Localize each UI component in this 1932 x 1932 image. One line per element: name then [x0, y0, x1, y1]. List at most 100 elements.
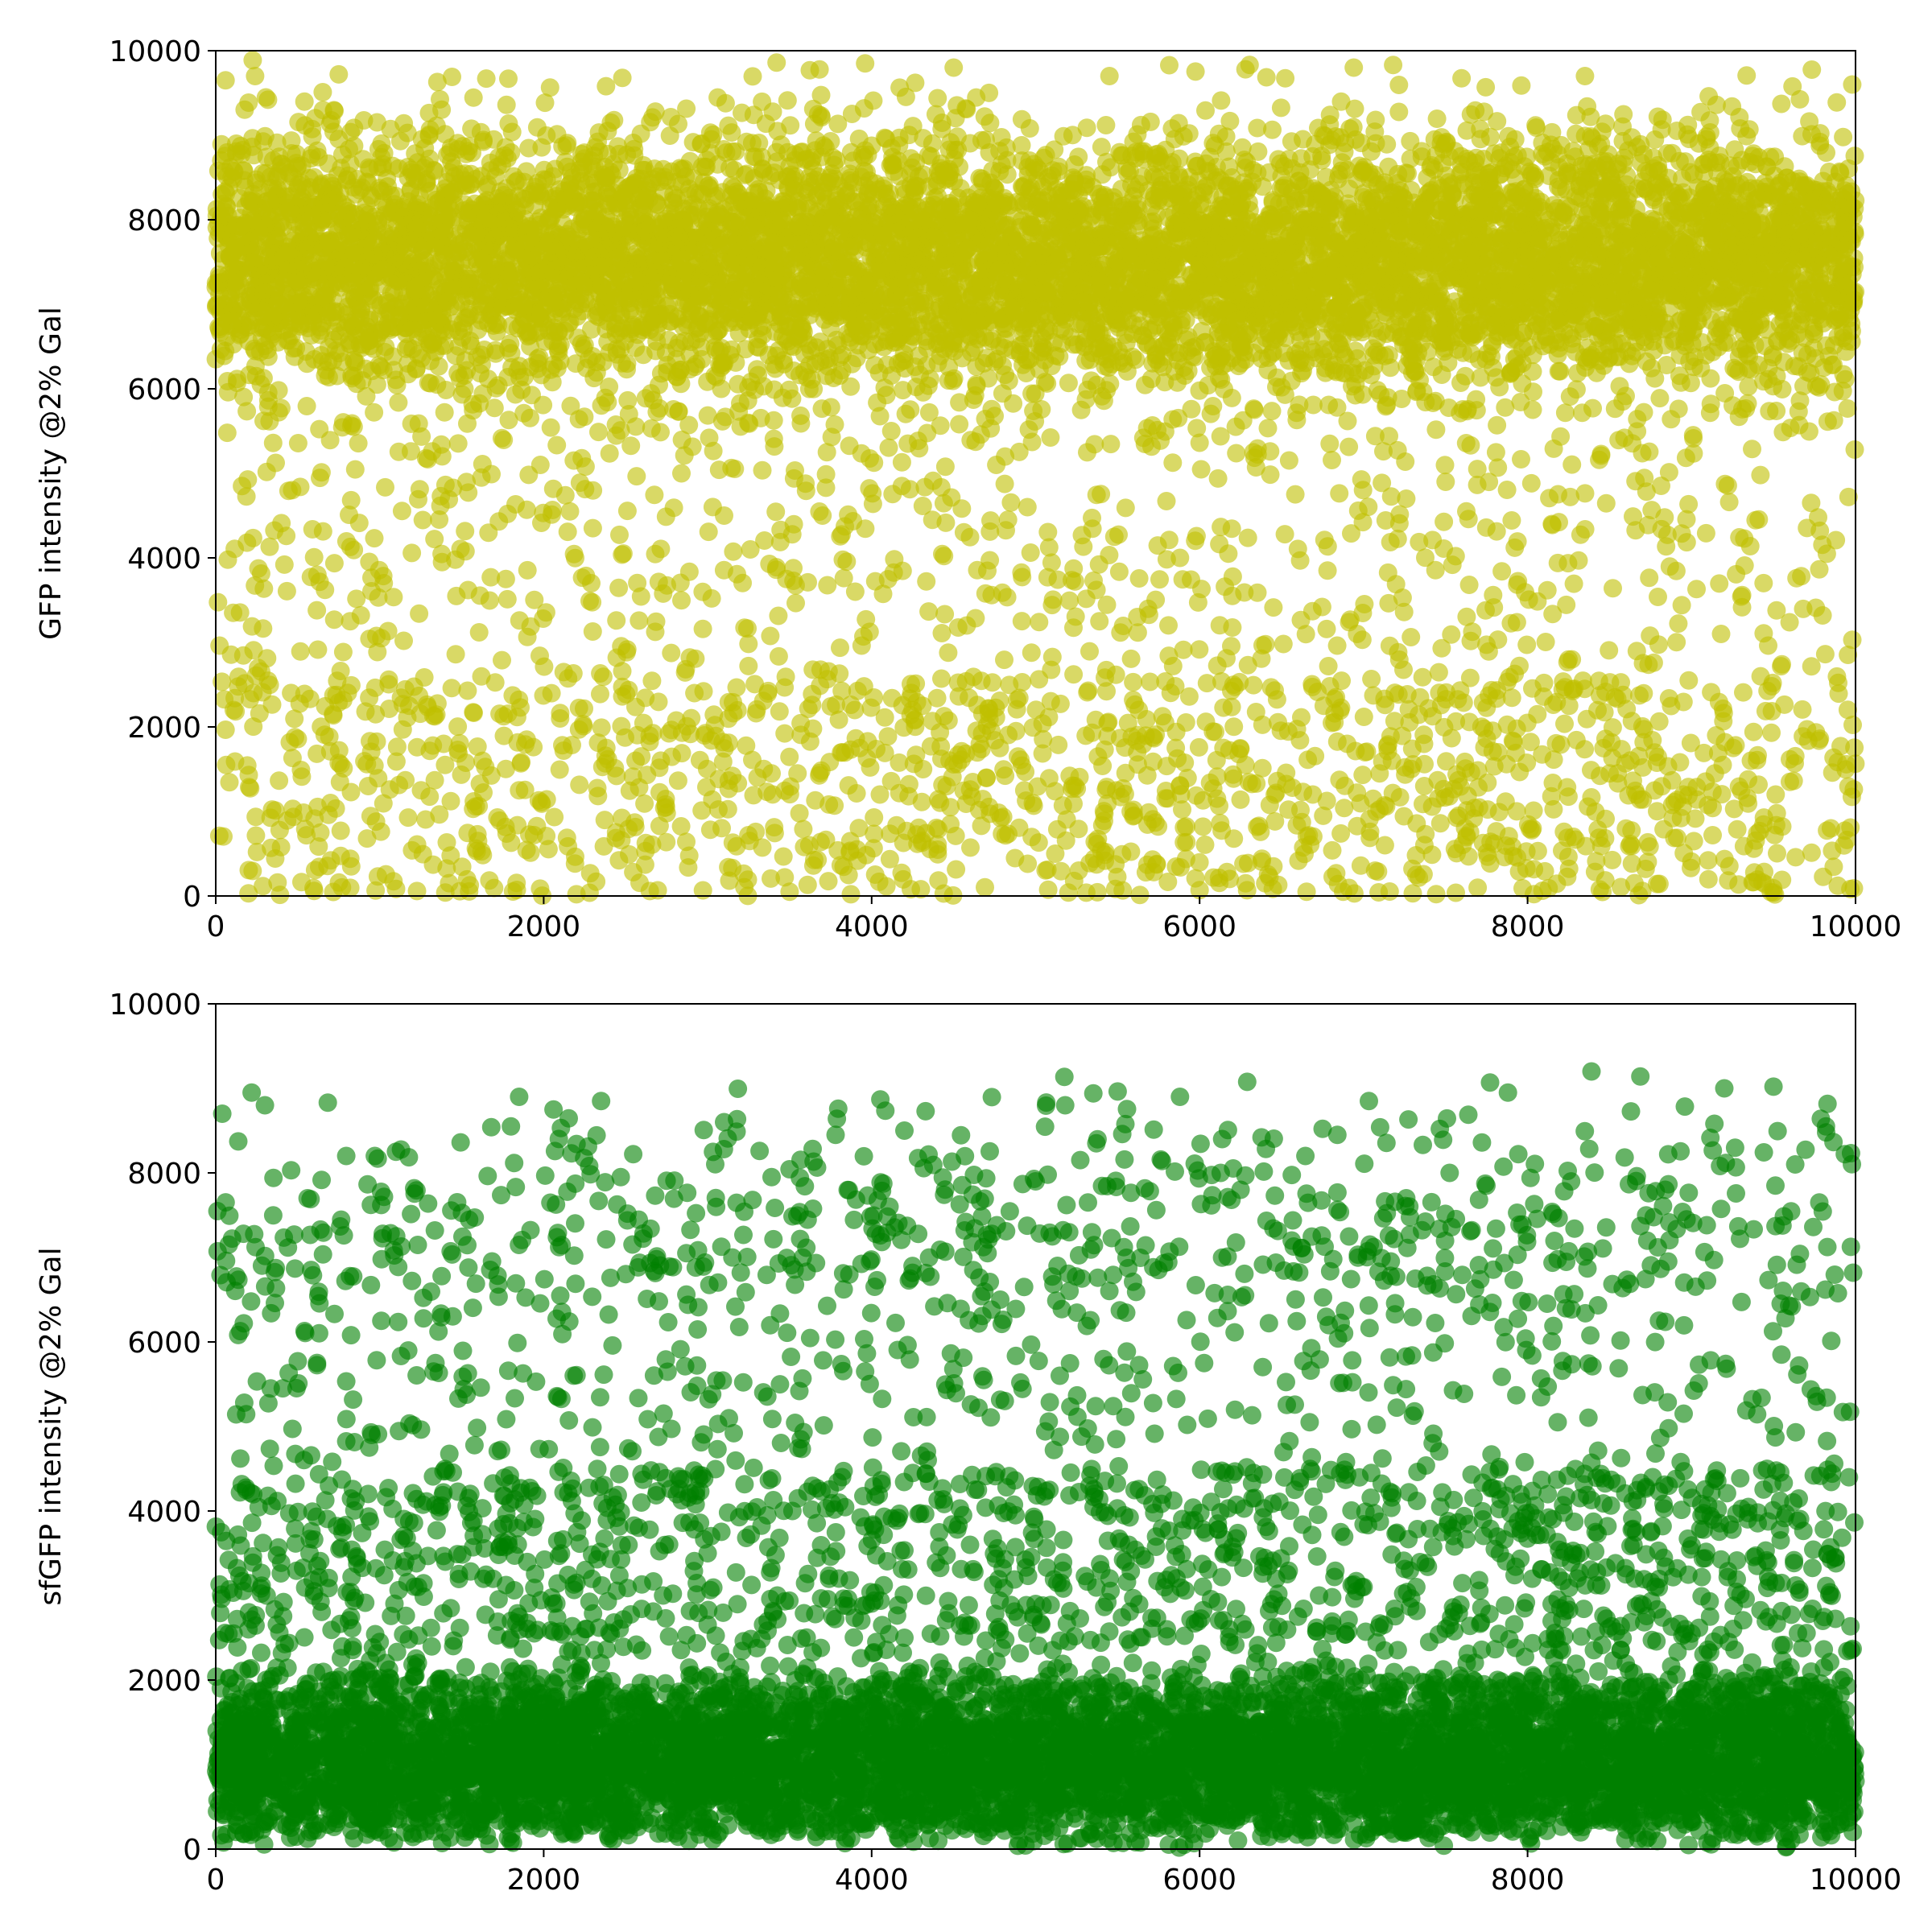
- data-point: [1593, 882, 1612, 902]
- data-point: [1222, 388, 1241, 407]
- data-point: [1505, 538, 1525, 557]
- data-point: [743, 67, 762, 86]
- data-point: [1699, 851, 1718, 870]
- data-point: [1116, 498, 1135, 518]
- data-point: [1823, 841, 1842, 861]
- data-point: [1222, 519, 1241, 539]
- data-point: [394, 631, 413, 650]
- data-point: [1564, 574, 1583, 593]
- data-point: [1443, 555, 1462, 575]
- data-point: [712, 411, 732, 431]
- data-point: [365, 529, 384, 548]
- data-point: [1007, 700, 1026, 719]
- data-point: [341, 782, 361, 802]
- data-point: [1097, 595, 1117, 614]
- data-point: [1600, 641, 1619, 660]
- data-point: [291, 642, 310, 661]
- data-point: [917, 572, 936, 591]
- data-point: [1381, 487, 1401, 506]
- data-point: [1262, 402, 1282, 421]
- data-point: [939, 711, 958, 730]
- data-point: [1679, 494, 1699, 514]
- data-point: [1734, 683, 1752, 702]
- data-point: [761, 626, 780, 646]
- data-point: [976, 877, 994, 897]
- data-point: [724, 542, 743, 561]
- data-point: [347, 589, 366, 609]
- data-point: [1159, 616, 1178, 635]
- data-point: [1447, 883, 1465, 902]
- data-point: [331, 821, 350, 840]
- data-point: [739, 656, 758, 675]
- data-point: [999, 371, 1018, 390]
- data-point: [935, 605, 955, 624]
- data-point: [798, 875, 817, 894]
- data-point: [1810, 559, 1829, 579]
- data-point: [1802, 843, 1821, 862]
- data-point: [1669, 399, 1688, 419]
- data-point: [1845, 738, 1864, 758]
- data-point: [1190, 640, 1209, 659]
- data-point: [1191, 460, 1211, 479]
- data-point: [1208, 469, 1228, 488]
- data-point: [1389, 76, 1409, 94]
- data-point: [313, 83, 332, 101]
- data-point: [1521, 473, 1541, 493]
- data-point: [493, 650, 511, 670]
- data-point: [1687, 580, 1706, 599]
- data-point: [617, 502, 637, 521]
- data-point: [1402, 628, 1421, 646]
- data-point: [456, 542, 475, 561]
- data-point: [1320, 434, 1340, 453]
- data-point: [841, 885, 861, 904]
- data-point: [1729, 407, 1748, 427]
- data-point: [425, 770, 444, 790]
- data-point: [860, 479, 879, 498]
- data-point: [542, 683, 561, 703]
- data-point: [1549, 361, 1568, 381]
- data-point: [1429, 663, 1448, 682]
- data-point: [1124, 672, 1143, 691]
- data-point: [780, 747, 799, 766]
- data-point: [966, 432, 985, 452]
- data-point: [1468, 878, 1488, 898]
- data-point: [420, 787, 440, 807]
- data-point: [901, 400, 920, 419]
- data-point: [570, 775, 589, 795]
- data-point: [432, 100, 452, 119]
- data-point: [1129, 569, 1149, 588]
- data-point: [1577, 709, 1596, 729]
- data-point: [304, 547, 324, 567]
- data-point: [952, 499, 972, 518]
- data-point: [297, 397, 316, 415]
- data-point: [819, 872, 838, 891]
- data-point: [828, 114, 848, 134]
- data-point: [499, 114, 518, 133]
- data-point: [324, 610, 344, 630]
- data-point: [1650, 389, 1670, 408]
- data-point: [446, 645, 465, 664]
- data-point: [392, 502, 411, 521]
- data-point: [735, 618, 754, 638]
- data-point: [847, 349, 866, 368]
- data-point: [481, 568, 501, 587]
- data-point: [1555, 403, 1575, 423]
- data-point: [627, 467, 646, 486]
- data-point: [1331, 824, 1351, 843]
- data-point: [365, 402, 384, 422]
- data-point: [642, 671, 662, 691]
- data-point: [861, 758, 880, 777]
- data-point: [480, 871, 499, 890]
- data-point: [1248, 583, 1267, 602]
- data-point: [1432, 638, 1451, 658]
- data-point: [1238, 528, 1257, 547]
- data-point: [1190, 852, 1209, 872]
- data-point: [514, 403, 534, 423]
- gfp-points: [206, 51, 1865, 906]
- data-point: [800, 60, 819, 80]
- data-point: [1539, 878, 1558, 898]
- data-point: [566, 548, 584, 568]
- data-point: [407, 881, 427, 901]
- data-point: [1022, 643, 1041, 663]
